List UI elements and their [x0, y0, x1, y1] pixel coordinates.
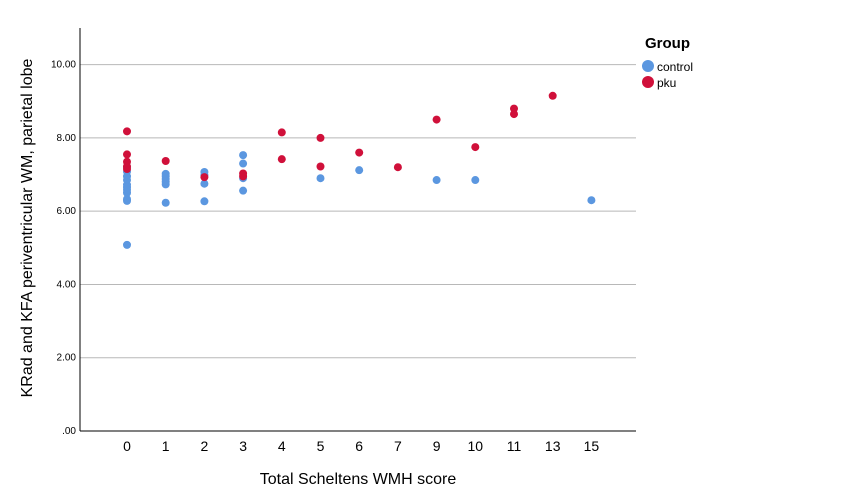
data-point-pku: [510, 110, 518, 119]
legend-label-control: control: [657, 60, 693, 74]
legend: Group control pku: [642, 35, 693, 90]
y-tick-label: .00: [62, 426, 76, 437]
data-point-pku: [316, 133, 325, 142]
data-point-control: [161, 169, 170, 178]
x-tick-label: 0: [123, 438, 131, 454]
y-tick-label: 2.00: [57, 353, 77, 364]
x-tick-label: 4: [278, 438, 286, 454]
data-point-pku: [432, 115, 441, 124]
data-point-control: [239, 186, 248, 195]
data-point-control: [432, 176, 441, 185]
x-tick-label: 9: [433, 438, 441, 454]
y-tick-label: 8.00: [57, 133, 77, 144]
data-point-control: [316, 174, 325, 183]
data-point-pku: [471, 143, 480, 152]
data-point-pku: [393, 163, 402, 172]
x-tick-label: 13: [545, 438, 561, 454]
data-point-pku: [548, 91, 557, 100]
legend-marker-pku: [642, 76, 654, 88]
data-point-control: [587, 196, 596, 205]
y-axis-title: KRad and KFA periventricular WM, parieta…: [19, 58, 36, 397]
legend-label-pku: pku: [657, 76, 676, 90]
x-tick-label: 7: [394, 438, 402, 454]
x-tick-label: 10: [468, 438, 484, 454]
data-point-pku: [200, 173, 209, 182]
x-tick-label: 6: [355, 438, 363, 454]
y-tick-labels: .00 2.00 4.00 6.00 8.00 10.00: [51, 60, 76, 437]
data-point-pku: [239, 169, 248, 178]
x-tick-label: 3: [239, 438, 247, 454]
y-tick-label: 6.00: [57, 206, 77, 217]
data-point-pku: [510, 104, 518, 113]
data-point-pku: [123, 127, 131, 136]
x-tick-label: 1: [162, 438, 170, 454]
data-point-pku: [316, 162, 325, 171]
axes: [79, 28, 636, 432]
x-axis-title: Total Scheltens WMH score: [260, 471, 457, 488]
data-point-control: [200, 179, 209, 188]
y-tick-label: 4.00: [57, 279, 77, 290]
data-point-pku: [355, 148, 364, 157]
data-point-control: [239, 159, 248, 168]
data-point-control: [471, 176, 480, 185]
data-point-control: [239, 151, 248, 160]
data-point-pku: [123, 150, 131, 159]
x-tick-label: 5: [317, 438, 325, 454]
data-point-pku: [161, 156, 170, 165]
x-tick-label: 2: [201, 438, 209, 454]
legend-items: control pku: [642, 60, 693, 90]
data-point-control: [200, 197, 209, 206]
data-point-control: [123, 195, 131, 204]
data-point-control: [355, 166, 364, 175]
data-point-control: [123, 240, 131, 249]
legend-marker-control: [642, 60, 654, 72]
x-tick-label: 15: [584, 438, 600, 454]
data-point-pku: [277, 128, 286, 137]
x-tick-label: 11: [507, 438, 522, 454]
legend-title: Group: [645, 35, 690, 52]
data-point-pku: [277, 155, 286, 164]
x-tick-labels: 0 1 2 3 4 5 6 7 9 10 11 13 15: [123, 438, 599, 454]
y-tick-label: 10.00: [51, 60, 76, 71]
gridlines: [80, 64, 636, 359]
data-point-control: [161, 198, 170, 207]
data-points: [123, 91, 596, 249]
data-point-pku: [123, 165, 131, 174]
